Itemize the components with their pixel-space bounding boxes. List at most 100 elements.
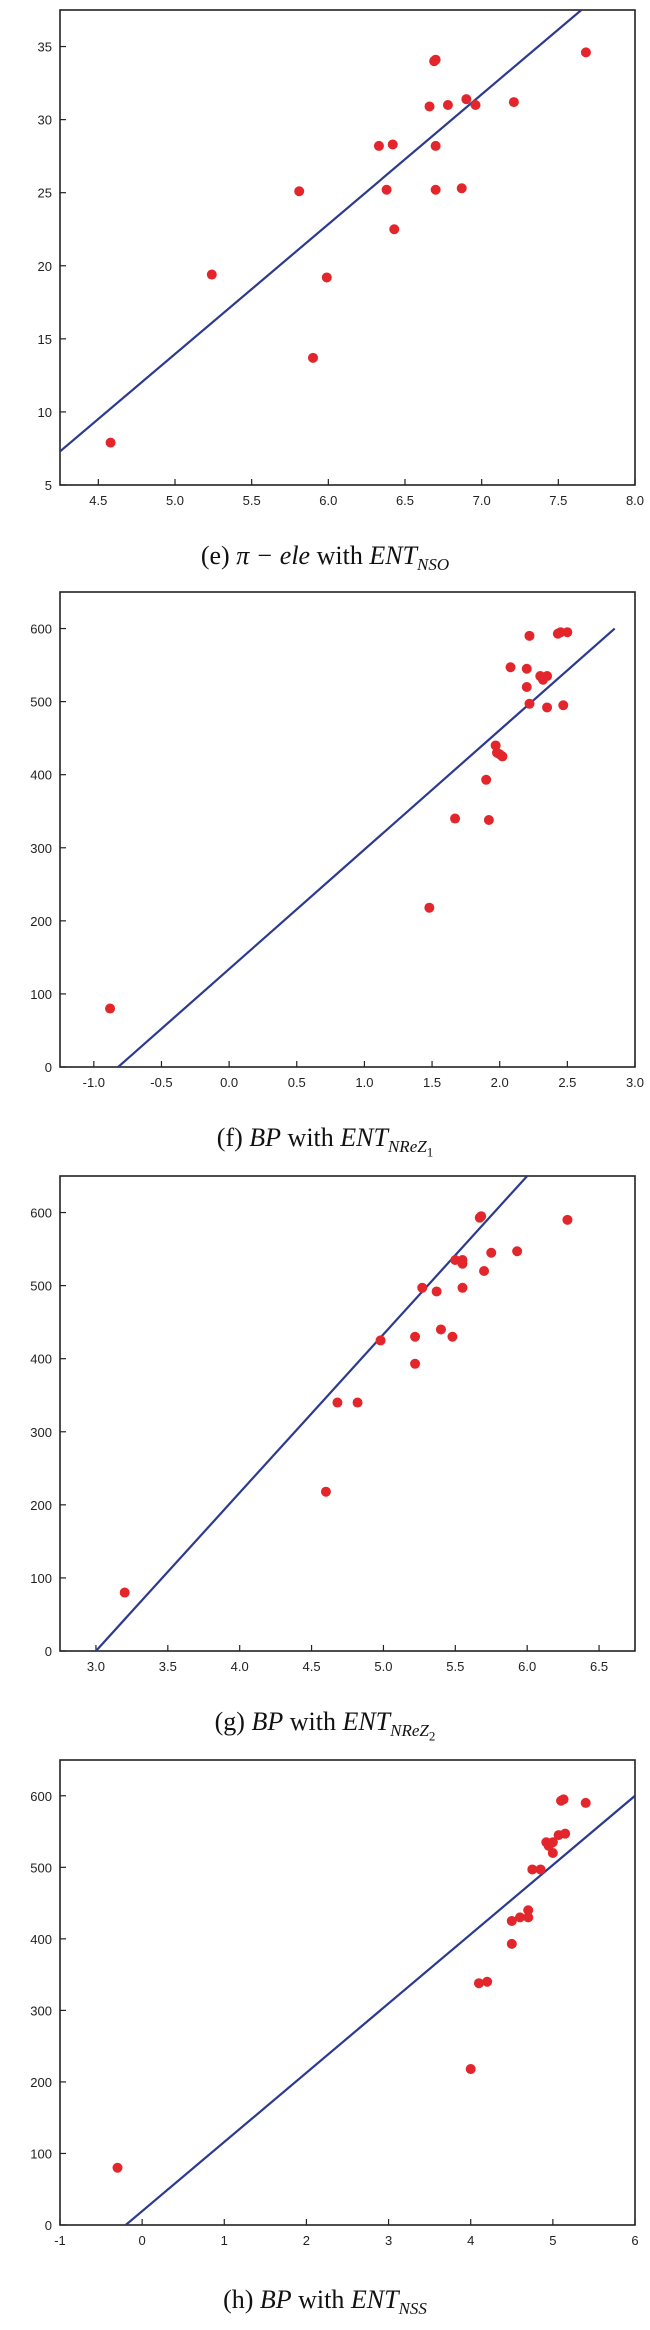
scatter-chart-e: 4.5 5.0 5.5 6.0 6.5 7.0 7.5 8.0 5 10 15 20 25 30 35 bbox=[38, 9, 644, 508]
data-point bbox=[505, 662, 516, 673]
regression-line bbox=[60, 10, 583, 453]
y-tick-label: 500 bbox=[30, 695, 52, 710]
y-tick-label: 20 bbox=[38, 259, 52, 274]
data-point bbox=[320, 1486, 331, 1497]
data-point bbox=[375, 1335, 386, 1346]
y-tick-label: 0 bbox=[45, 1644, 52, 1659]
y-tick-label: 500 bbox=[30, 1279, 52, 1294]
data-point bbox=[535, 1864, 546, 1875]
caption-rhs: ENTNSS bbox=[350, 2285, 427, 2319]
data-point bbox=[508, 97, 519, 108]
y-tick-label: 300 bbox=[30, 2003, 52, 2018]
y-tick-label: 600 bbox=[30, 622, 52, 637]
x-tick-label: 5.5 bbox=[446, 1659, 464, 1674]
x-tick-label: 4.0 bbox=[231, 1659, 249, 1674]
x-tick-label: 7.0 bbox=[473, 493, 491, 508]
y-tick-label: 400 bbox=[30, 768, 52, 783]
x-tick-label: 1.5 bbox=[423, 1075, 441, 1090]
y-tick-label: 600 bbox=[30, 1206, 52, 1221]
caption-label: (h) bbox=[223, 2285, 254, 2314]
chart-panel-f: -1.0 -0.5 0.0 0.5 1.0 1.5 2.0 2.5 3.0 0 100 200 300 4… bbox=[0, 582, 650, 1122]
data-point bbox=[321, 272, 332, 283]
chart-caption-f: (f) BP with ENTNReZ1 bbox=[0, 1123, 650, 1161]
data-point bbox=[206, 269, 217, 280]
y-tick-label: 10 bbox=[38, 405, 52, 420]
y-tick-label: 200 bbox=[30, 914, 52, 929]
data-point bbox=[562, 627, 573, 638]
caption-label: (g) bbox=[214, 1707, 245, 1736]
data-point bbox=[430, 54, 441, 65]
data-point bbox=[580, 1797, 591, 1808]
data-point bbox=[381, 184, 392, 195]
chart-panel-h: -1 0 1 2 3 4 5 6 0 100 200 300 400 500 600 bbox=[0, 1750, 650, 2280]
data-point bbox=[410, 1331, 421, 1342]
caption-rhs: ENTNSO bbox=[369, 541, 450, 575]
data-point bbox=[524, 698, 535, 709]
data-point bbox=[308, 352, 318, 363]
data-point bbox=[373, 140, 384, 151]
data-point bbox=[476, 1211, 487, 1222]
data-point bbox=[424, 101, 435, 112]
x-tick-label: 8.0 bbox=[626, 493, 644, 508]
x-tick-label: 6 bbox=[631, 2233, 638, 2248]
y-tick-label: 100 bbox=[30, 1571, 52, 1586]
data-point bbox=[410, 1358, 421, 1369]
data-point bbox=[512, 1246, 523, 1257]
x-tick-label: 3.0 bbox=[626, 1075, 644, 1090]
data-point bbox=[547, 1837, 558, 1848]
data-point bbox=[470, 100, 481, 110]
data-point bbox=[506, 1938, 517, 1949]
data-point bbox=[523, 1905, 534, 1916]
y-tick-label: 200 bbox=[30, 1498, 52, 1513]
data-point bbox=[431, 1286, 442, 1297]
x-tick-label: 4.5 bbox=[303, 1659, 321, 1674]
x-tick-label: 0 bbox=[139, 2233, 146, 2248]
data-point bbox=[515, 1912, 525, 1923]
x-tick-label: 3.5 bbox=[159, 1659, 177, 1674]
x-tick-label: 6.0 bbox=[518, 1659, 536, 1674]
caption-lhs: BP bbox=[251, 1707, 284, 1736]
data-point bbox=[435, 1324, 446, 1335]
y-tick-label: 30 bbox=[38, 113, 52, 128]
x-tick-label: 1 bbox=[221, 2233, 228, 2248]
caption-lhs: BP bbox=[249, 1123, 282, 1152]
data-point bbox=[442, 100, 453, 110]
data-point bbox=[447, 1331, 458, 1342]
data-point bbox=[457, 1255, 468, 1266]
data-point bbox=[294, 186, 305, 197]
plot-frame bbox=[59, 1175, 636, 1652]
data-point bbox=[424, 902, 435, 913]
x-tick-label: 6.0 bbox=[319, 493, 337, 508]
data-point bbox=[524, 630, 535, 641]
caption-rhs: ENTNReZ1 bbox=[340, 1123, 434, 1160]
x-tick-label: 1.0 bbox=[355, 1075, 373, 1090]
caption-with: with bbox=[316, 541, 363, 570]
data-point bbox=[352, 1397, 363, 1408]
y-tick-label: 15 bbox=[38, 332, 52, 347]
data-point bbox=[389, 224, 400, 235]
caption-with: with bbox=[289, 1707, 336, 1736]
data-point bbox=[112, 2162, 123, 2173]
x-tick-label: 5.5 bbox=[243, 493, 261, 508]
x-tick-label: -0.5 bbox=[150, 1075, 172, 1090]
x-tick-label: 3.0 bbox=[87, 1659, 105, 1674]
x-tick-label: 3 bbox=[385, 2233, 392, 2248]
chart-caption-e: (e) π − ele with ENTNSO bbox=[0, 541, 650, 575]
x-tick-label: 6.5 bbox=[396, 493, 414, 508]
x-tick-label: -1 bbox=[54, 2233, 66, 2248]
y-tick-label: 300 bbox=[30, 841, 52, 856]
data-point bbox=[486, 1247, 497, 1258]
y-tick-label: 5 bbox=[45, 478, 52, 493]
x-tick-label: 2 bbox=[303, 2233, 310, 2248]
plot-frame bbox=[59, 9, 636, 486]
scatter-chart-g: 3.0 3.5 4.0 4.5 5.0 5.5 6.0 6.5 0 100 200 300 400 500… bbox=[30, 1175, 636, 1674]
scatter-chart-f: -1.0 -0.5 0.0 0.5 1.0 1.5 2.0 2.5 3.0 0 100 200 300 4… bbox=[30, 591, 644, 1090]
data-point bbox=[430, 140, 441, 151]
data-point bbox=[558, 1794, 569, 1805]
x-tick-label: -1.0 bbox=[83, 1075, 105, 1090]
x-tick-label: 5 bbox=[549, 2233, 556, 2248]
regression-line bbox=[125, 1794, 635, 2225]
x-tick-label: 5.0 bbox=[166, 493, 184, 508]
plot-frame bbox=[59, 591, 636, 1068]
x-tick-label: 7.5 bbox=[549, 493, 567, 508]
